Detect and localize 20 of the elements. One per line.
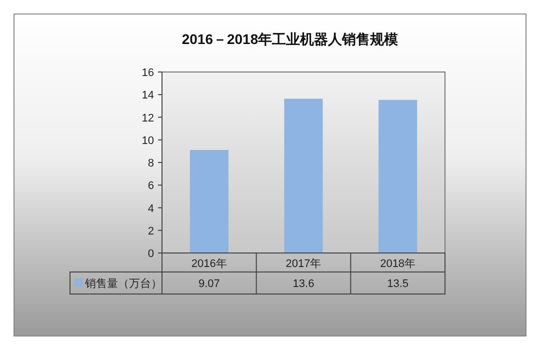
legend-label: 销售量（万台） — [84, 277, 162, 290]
bar — [190, 150, 228, 254]
x-tick-label: 2017年 — [286, 258, 322, 270]
chart-title: 2016－2018年工业机器人销售规模 — [182, 31, 400, 47]
data-label: 13.5 — [387, 278, 409, 290]
y-tick-label: 0 — [148, 248, 154, 260]
y-tick-label: 10 — [142, 134, 154, 147]
data-label: 9.07 — [198, 278, 220, 290]
y-tick-label: 8 — [148, 158, 154, 170]
y-tick-label: 6 — [148, 180, 154, 192]
y-tick-label: 2 — [148, 225, 154, 238]
bar — [284, 98, 323, 254]
y-tick-label: 14 — [142, 90, 154, 102]
y-tick-label: 12 — [142, 112, 154, 124]
x-tick-label: 2018年 — [380, 258, 416, 270]
y-tick-label: 4 — [148, 202, 154, 215]
x-tick-label: 2016年 — [191, 258, 227, 270]
bar — [378, 100, 418, 254]
data-label: 13.6 — [292, 278, 314, 290]
y-tick-label: 16 — [142, 67, 154, 79]
